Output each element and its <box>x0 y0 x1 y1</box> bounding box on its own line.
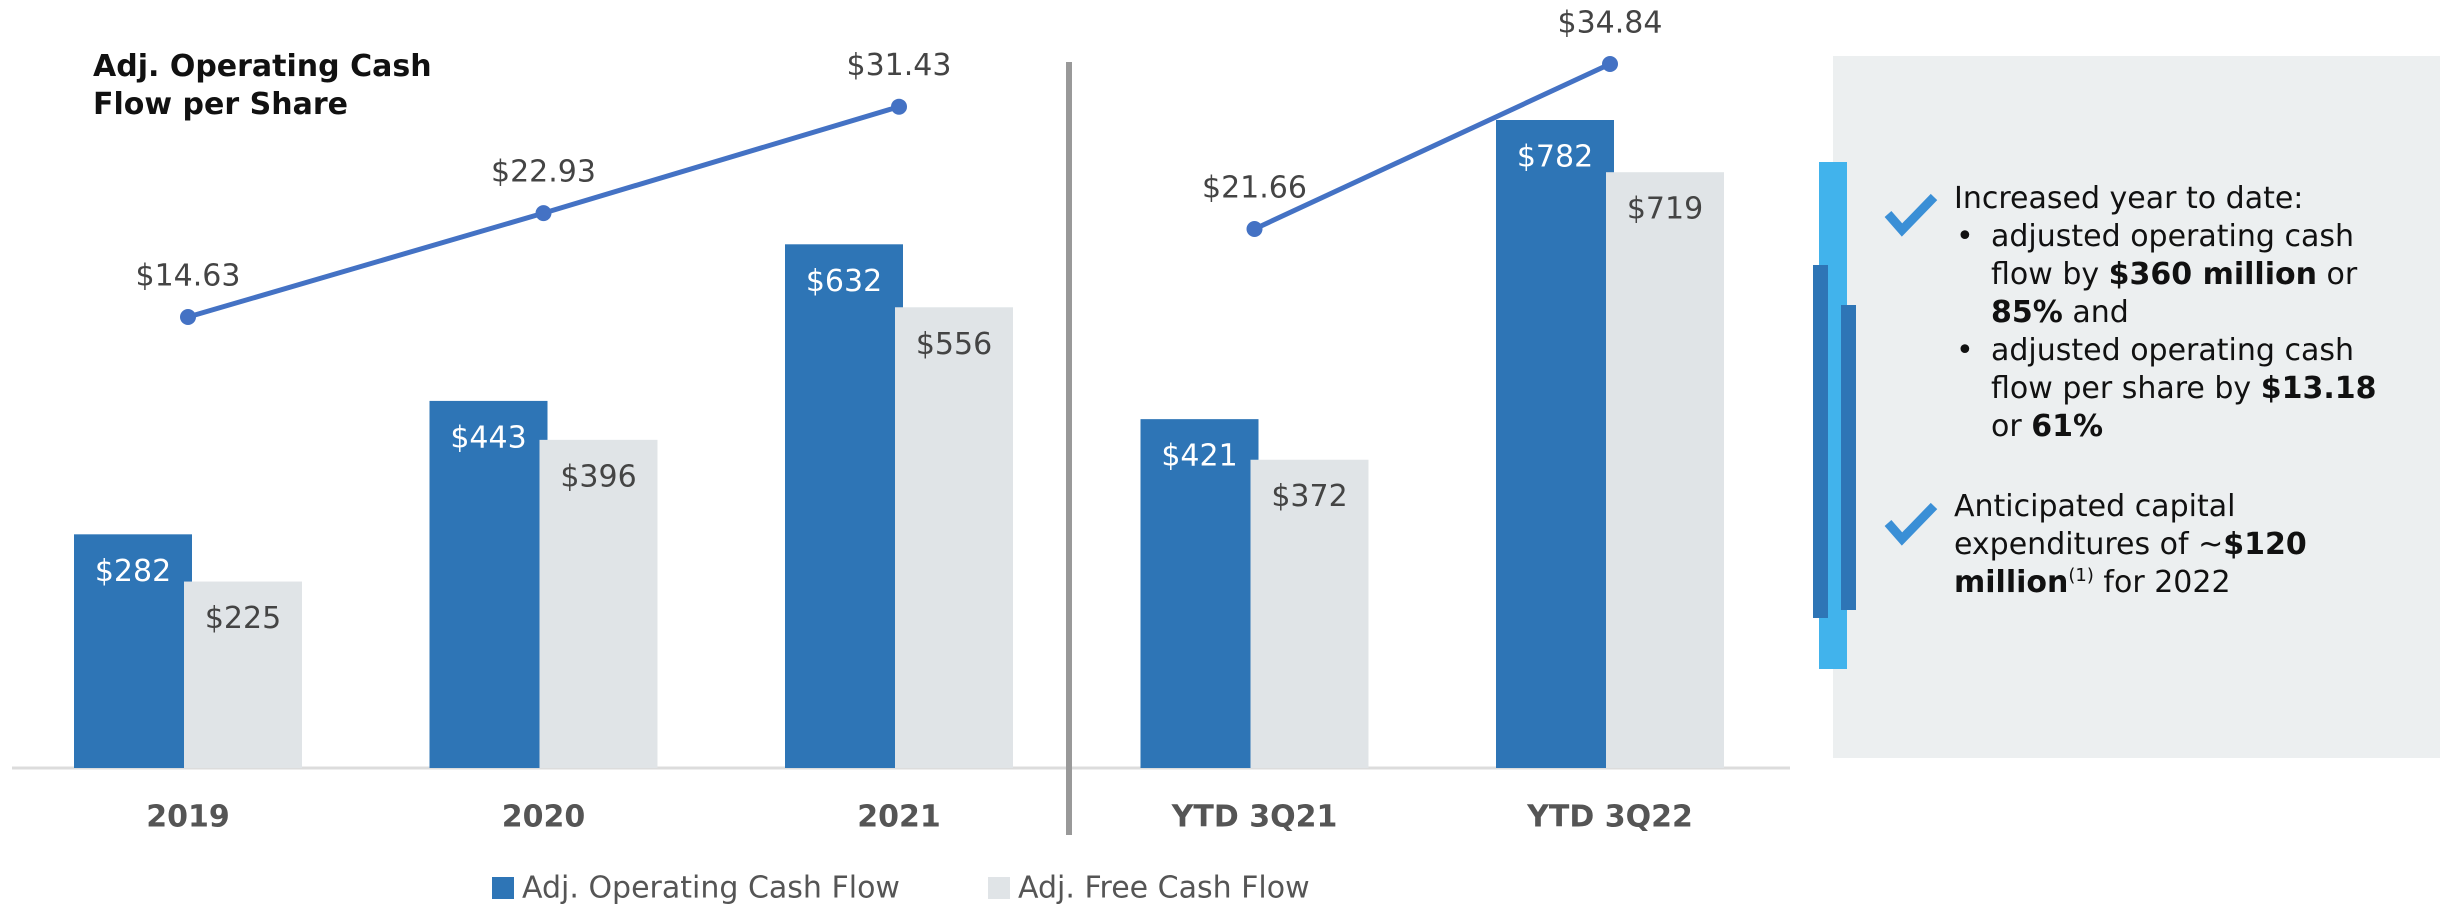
check-icon <box>1884 502 1938 546</box>
text-line: adjusted operating cash <box>1991 332 2377 370</box>
line-point <box>891 98 907 115</box>
text-segment: or <box>1991 409 2032 444</box>
text-segment: 85% <box>1991 295 2063 330</box>
legend-swatch <box>988 877 1010 899</box>
panel-item: Increased year to date:adjusted operatin… <box>1954 180 2377 446</box>
text-segment: million <box>1954 565 2069 600</box>
data-label: $443 <box>450 420 526 455</box>
data-label: $34.84 <box>1558 6 1663 41</box>
line-point <box>1246 220 1263 237</box>
bar <box>1496 120 1614 768</box>
chart-title: Adj. Operating Cash Flow per Share <box>93 49 432 122</box>
x-tick-label: YTD 3Q21 <box>1171 800 1338 835</box>
text-line: or 61% <box>1991 408 2377 446</box>
bar <box>895 307 1013 768</box>
legend-label: Adj. Operating Cash Flow <box>522 871 900 905</box>
check-icon <box>1884 193 1938 237</box>
panel-heading: Increased year to date: <box>1954 181 2304 216</box>
data-label: $372 <box>1271 479 1347 514</box>
bar <box>1250 459 1369 768</box>
text-segment: flow by <box>1991 257 2109 292</box>
accent-bar <box>1813 265 1828 618</box>
text-segment: adjusted operating cash <box>1991 219 2354 254</box>
text-segment: or <box>2316 257 2358 292</box>
text-segment: for 2022 <box>2093 565 2231 600</box>
text-line: million(1) for 2022 <box>1954 564 2307 602</box>
line <box>1253 61 1612 232</box>
text-segment: and <box>2062 295 2129 330</box>
text-line: Anticipated capital <box>1954 488 2307 526</box>
text-line: 85% and <box>1991 294 2377 332</box>
text-line: expenditures of ~$120 <box>1954 526 2307 564</box>
text-line: adjusted operating cash <box>1991 218 2377 256</box>
bar <box>539 439 658 768</box>
bar <box>74 534 192 768</box>
bar <box>1140 419 1259 768</box>
bar <box>1606 172 1724 769</box>
text-segment: adjusted operating cash <box>1991 333 2354 368</box>
text-line: flow by $360 million or <box>1991 256 2377 294</box>
data-label: $282 <box>95 554 171 589</box>
text-segment: $13.18 <box>2260 371 2377 406</box>
data-label: $782 <box>1517 140 1593 175</box>
x-tick-label: 2020 <box>502 800 586 835</box>
accent-bar <box>1841 305 1856 610</box>
data-label: $225 <box>205 601 281 636</box>
panel-item: Anticipated capital expenditures of ~$120… <box>1954 488 2307 602</box>
line-point <box>180 309 196 325</box>
x-tick-label: YTD 3Q22 <box>1526 800 1693 835</box>
data-label: $22.93 <box>491 155 596 190</box>
data-label: $719 <box>1627 192 1703 227</box>
data-label: $21.66 <box>1202 170 1307 205</box>
line-point <box>1602 56 1618 72</box>
bar <box>184 581 302 768</box>
text-segment: Anticipated capital <box>1954 489 2236 524</box>
text-segment: flow per share by <box>1991 371 2261 406</box>
text-line: flow per share by $13.18 <box>1991 370 2377 408</box>
text-segment: expenditures of ~ <box>1954 527 2224 562</box>
bar <box>785 244 903 768</box>
bar <box>429 400 548 768</box>
text-segment: 61% <box>2031 409 2104 444</box>
data-label: $556 <box>916 327 992 362</box>
data-label: $421 <box>1161 439 1237 474</box>
data-label: $632 <box>806 264 882 299</box>
text-segment: $120 <box>2223 527 2307 562</box>
line-point <box>535 205 552 222</box>
legend-label: Adj. Free Cash Flow <box>1018 871 1310 905</box>
text-segment: $360 million <box>2108 257 2317 292</box>
text-segment: (1) <box>2068 565 2094 586</box>
data-label: $31.43 <box>847 48 952 83</box>
x-tick-label: 2021 <box>857 800 941 835</box>
legend-swatch <box>492 877 514 899</box>
x-tick-label: 2019 <box>146 800 230 835</box>
data-label: $396 <box>560 459 636 494</box>
data-label: $14.63 <box>136 259 241 294</box>
